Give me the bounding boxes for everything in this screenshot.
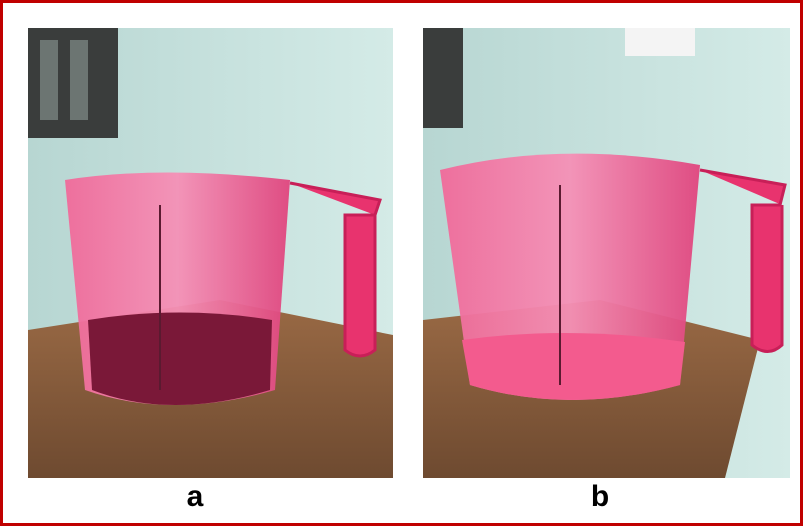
figure: a b: [0, 0, 803, 526]
photo-b: [423, 28, 790, 478]
photo-a: [28, 28, 393, 478]
page: a b (() => { const data = JSON.parse(doc…: [0, 0, 803, 526]
panel-label: a: [187, 480, 204, 513]
panel-label: b: [591, 480, 609, 513]
